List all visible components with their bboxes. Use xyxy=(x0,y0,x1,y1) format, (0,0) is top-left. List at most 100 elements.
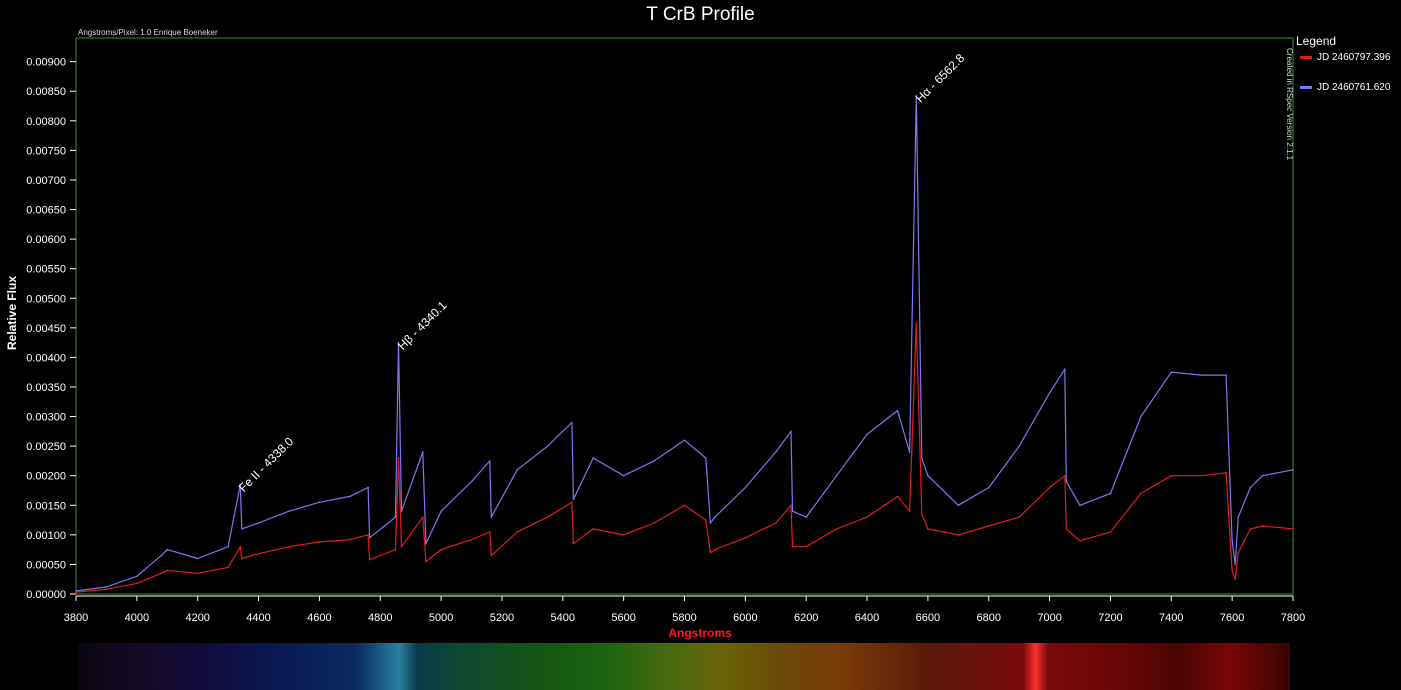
data-point-series-1 xyxy=(1234,578,1236,581)
data-point-series-1 xyxy=(546,516,549,518)
data-point-series-2 xyxy=(1065,480,1068,483)
data-point-series-2 xyxy=(774,451,777,453)
data-point-series-2 xyxy=(1079,504,1081,507)
data-point-series-1 xyxy=(1048,486,1051,489)
series-layer xyxy=(75,94,1294,594)
spectrum-strip xyxy=(78,643,1290,690)
data-point-series-2 xyxy=(1225,374,1227,376)
annotation-layer: Fe II - 4338.0 Hβ - 4340.1 Hα - 6562.8 xyxy=(236,51,968,495)
data-point-series-1 xyxy=(896,495,899,498)
data-point-series-2 xyxy=(1231,539,1233,542)
data-point-series-1 xyxy=(394,548,397,551)
data-point-series-1 xyxy=(1170,474,1173,477)
data-point-series-2 xyxy=(105,586,108,588)
annotation-label: Hβ - 4340.1 xyxy=(395,298,450,353)
data-point-series-1 xyxy=(239,545,242,548)
x-tick-label: 5200 xyxy=(490,612,514,624)
data-point-series-1 xyxy=(709,551,712,554)
data-point-series-2 xyxy=(440,510,442,512)
data-point-series-2 xyxy=(546,445,549,447)
data-point-series-2 xyxy=(714,516,716,518)
x-tick-label: 5400 xyxy=(551,612,575,624)
data-point-series-1 xyxy=(791,545,794,548)
x-tick-label: 4400 xyxy=(246,612,270,624)
chart-title: T CrB Profile xyxy=(646,4,755,25)
data-point-series-2 xyxy=(744,486,747,489)
data-point-series-1 xyxy=(1237,551,1240,554)
data-point-series-1 xyxy=(790,504,792,507)
data-point-series-1 xyxy=(516,531,518,533)
data-point-series-2 xyxy=(805,516,807,518)
data-point-series-2 xyxy=(1237,516,1240,518)
y-tick-label: 0.00000 xyxy=(26,589,66,601)
data-point-series-2 xyxy=(318,501,321,504)
data-point-series-1 xyxy=(166,569,169,572)
x-tick-label: 6200 xyxy=(794,612,818,624)
data-point-series-1 xyxy=(440,548,442,551)
data-point-series-1 xyxy=(227,566,229,569)
data-point-series-2 xyxy=(1048,392,1051,394)
data-point-series-2 xyxy=(425,542,427,545)
data-point-series-1 xyxy=(105,588,108,591)
data-point-series-2 xyxy=(908,451,911,453)
y-tick-label: 0.00250 xyxy=(26,441,66,453)
data-point-series-2 xyxy=(241,528,243,530)
data-point-series-1 xyxy=(1249,528,1252,530)
data-point-series-2 xyxy=(239,483,242,486)
data-point-series-1 xyxy=(744,537,747,539)
data-point-series-2 xyxy=(704,457,707,459)
data-point-series-2 xyxy=(397,341,400,344)
data-point-series-1 xyxy=(160,572,162,575)
created-note: Created in RSpec Version 2.1.1 xyxy=(1285,48,1294,161)
data-point-series-1 xyxy=(571,501,573,504)
data-point-series-1 xyxy=(425,560,427,563)
x-tick-label: 4200 xyxy=(185,612,209,624)
data-point-series-1 xyxy=(921,513,923,515)
data-point-series-2 xyxy=(622,474,625,477)
y-tick-label: 0.00550 xyxy=(26,264,66,276)
legend-swatch-1 xyxy=(1300,55,1312,59)
data-point-series-2 xyxy=(927,474,929,477)
data-point-series-2 xyxy=(227,545,229,548)
data-point-series-1 xyxy=(1225,471,1227,474)
data-point-series-2 xyxy=(921,457,923,459)
data-point-series-1 xyxy=(1200,474,1203,477)
y-tick-label: 0.00650 xyxy=(26,205,66,217)
y-tick-label: 0.00150 xyxy=(26,500,66,512)
y-tick-label: 0.00400 xyxy=(26,352,66,364)
data-point-series-2 xyxy=(1064,368,1066,371)
y-tick-label: 0.00750 xyxy=(26,145,66,157)
annotation-label: Fe II - 4338.0 xyxy=(236,434,297,495)
data-point-series-2 xyxy=(394,516,397,518)
legend-title: Legend xyxy=(1296,34,1337,48)
y-tick-label: 0.00100 xyxy=(26,530,66,542)
data-point-series-2 xyxy=(592,457,595,459)
data-point-series-1 xyxy=(866,516,868,518)
data-point-series-2 xyxy=(1234,563,1236,566)
data-point-series-1 xyxy=(349,538,351,541)
x-tick-label: 5800 xyxy=(672,612,696,624)
data-point-series-1 xyxy=(805,545,807,548)
legend-swatch-2 xyxy=(1300,85,1312,89)
data-point-series-2 xyxy=(1140,415,1142,418)
data-point-series-2 xyxy=(1170,371,1173,373)
data-point-series-1 xyxy=(1261,525,1264,527)
x-axis-label: Angstroms xyxy=(668,626,732,640)
data-point-series-2 xyxy=(1018,445,1020,447)
data-point-series-1 xyxy=(75,591,77,594)
data-point-series-2 xyxy=(709,522,712,524)
data-point-series-1 xyxy=(490,554,493,557)
data-point-series-2 xyxy=(490,516,493,518)
data-point-series-1 xyxy=(1140,492,1142,495)
axis-ticks: 3800 4000 4200 4400 4600 4800 5000 5200 5400 5600… xyxy=(26,57,1305,624)
data-point-series-2 xyxy=(571,421,573,424)
legend-item-1: JD 2460797.396 xyxy=(1296,52,1390,63)
data-point-series-1 xyxy=(683,504,686,507)
data-point-series-2 xyxy=(896,409,899,412)
data-point-series-1 xyxy=(488,531,491,533)
data-point-series-2 xyxy=(349,495,351,498)
data-point-series-1 xyxy=(1109,531,1112,533)
data-point-series-1 xyxy=(1064,474,1066,477)
data-point-series-2 xyxy=(653,460,655,462)
